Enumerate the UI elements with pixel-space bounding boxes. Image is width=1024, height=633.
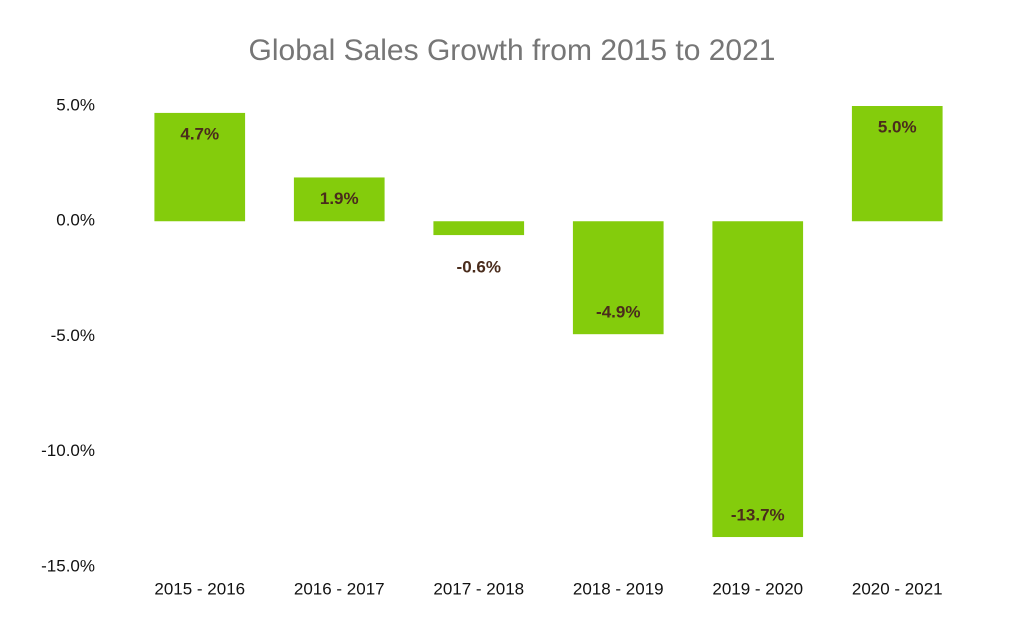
value-label: 5.0% — [878, 117, 917, 136]
bar — [851, 106, 943, 222]
y-tick-label: 5.0% — [56, 95, 95, 114]
y-tick-label: -5.0% — [51, 326, 95, 345]
value-label: -0.6% — [457, 258, 501, 277]
x-tick-label: 2020 - 2021 — [852, 579, 943, 598]
bar — [572, 221, 664, 335]
x-tick-label: 2016 - 2017 — [294, 579, 385, 598]
x-tick-label: 2015 - 2016 — [154, 579, 245, 598]
bar — [293, 177, 385, 222]
x-tick-label: 2018 - 2019 — [573, 579, 664, 598]
chart-title: Global Sales Growth from 2015 to 2021 — [249, 34, 776, 67]
bar — [433, 221, 525, 236]
x-tick-label: 2019 - 2020 — [712, 579, 803, 598]
bar — [712, 221, 804, 538]
value-label: -4.9% — [596, 303, 640, 322]
bar — [154, 112, 246, 222]
y-tick-label: -10.0% — [41, 441, 95, 460]
y-tick-label: 0.0% — [56, 211, 95, 230]
value-label: 1.9% — [320, 189, 359, 208]
x-tick-label: 2017 - 2018 — [433, 579, 524, 598]
value-label: -13.7% — [731, 506, 785, 525]
value-label: 4.7% — [180, 124, 219, 143]
y-tick-label: -15.0% — [41, 556, 95, 575]
